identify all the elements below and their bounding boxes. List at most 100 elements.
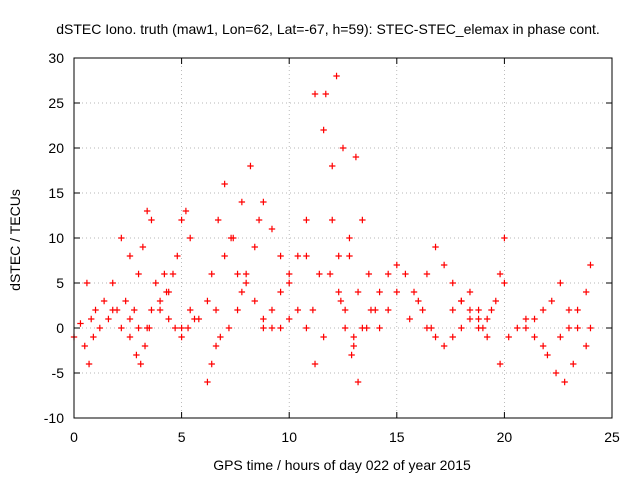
data-point: [81, 342, 88, 350]
data-point: [187, 306, 194, 314]
data-point: [126, 333, 134, 341]
data-series: [303, 90, 357, 350]
data-series: [126, 324, 153, 368]
data-point: [139, 243, 147, 251]
data-point: [178, 216, 185, 224]
data-point: [410, 288, 418, 296]
data-point: [574, 306, 581, 314]
data-point: [251, 243, 258, 251]
data-point: [260, 198, 267, 206]
data-point: [268, 324, 276, 332]
data-series: [496, 315, 547, 368]
data-point: [557, 279, 564, 287]
data-point: [440, 261, 448, 269]
plot-frame: [73, 57, 613, 419]
data-point: [238, 288, 246, 296]
data-point: [322, 90, 329, 98]
data-series: [204, 333, 224, 386]
data-point: [230, 234, 237, 242]
data-point: [496, 360, 504, 368]
data-point: [77, 320, 84, 327]
y-tick-label: -5: [52, 365, 65, 381]
data-point: [303, 216, 310, 224]
grid: [74, 58, 612, 418]
data-point: [171, 324, 179, 332]
y-tick-label: 10: [48, 230, 64, 246]
data-point: [178, 324, 185, 332]
data-point: [208, 270, 215, 278]
data-point: [152, 279, 159, 287]
data-point: [359, 324, 366, 332]
data-point: [277, 288, 284, 296]
data-point: [247, 162, 254, 170]
data-point: [492, 297, 499, 305]
data-point: [329, 162, 336, 170]
data-point: [234, 270, 241, 278]
x-tick-label: 20: [497, 429, 513, 445]
data-point: [339, 144, 347, 152]
data-point: [165, 315, 172, 323]
data-series: [277, 90, 362, 386]
data-series: [406, 243, 482, 323]
data-point: [294, 252, 302, 260]
data-point: [449, 279, 456, 287]
data-series: [143, 270, 172, 332]
data-point: [501, 234, 508, 242]
data-point: [143, 324, 151, 332]
data-point: [483, 315, 491, 323]
data-point: [133, 351, 140, 359]
data-point: [346, 234, 353, 242]
data-point: [350, 342, 357, 350]
data-point: [286, 315, 293, 323]
y-tick-label: -10: [44, 410, 64, 426]
data-point: [449, 333, 456, 341]
data-point: [475, 315, 482, 323]
data-point: [557, 333, 564, 341]
data-point: [238, 198, 246, 206]
x-tick-label: 0: [70, 429, 78, 445]
data-point: [320, 126, 327, 134]
data-point: [341, 306, 349, 314]
data-point: [587, 261, 594, 269]
data-point: [531, 333, 538, 341]
data-point: [539, 306, 547, 314]
data-point: [212, 306, 220, 314]
data-point: [143, 207, 151, 215]
data-point: [109, 279, 116, 287]
data-point: [384, 270, 392, 278]
data-point: [137, 360, 144, 368]
data-point: [174, 252, 181, 260]
x-tick-label: 10: [281, 429, 297, 445]
data-point: [432, 243, 439, 251]
data-series: [522, 279, 564, 332]
data-point: [488, 306, 495, 314]
x-tick-label: 25: [604, 429, 620, 445]
data-point: [514, 324, 521, 332]
data-point: [458, 297, 465, 305]
data-series: [544, 351, 577, 386]
data-point: [178, 333, 185, 341]
data-point: [242, 279, 250, 287]
data-point: [156, 297, 164, 305]
data-point: [582, 342, 590, 350]
data-point: [570, 360, 577, 368]
data-point: [354, 288, 362, 296]
x-tick-label: 5: [178, 429, 186, 445]
data-point: [505, 333, 512, 341]
data-series: [350, 261, 400, 341]
data-point: [141, 342, 149, 350]
data-series: [479, 234, 508, 332]
data-point: [522, 324, 530, 332]
data-point: [501, 279, 508, 287]
data-point: [539, 342, 547, 350]
data-point: [496, 270, 504, 278]
data-point: [225, 324, 233, 332]
data-point: [311, 90, 319, 98]
data-point: [384, 306, 392, 314]
data-point: [423, 270, 431, 278]
data-point: [214, 216, 222, 224]
data-point: [118, 324, 125, 332]
data-point: [352, 153, 360, 161]
data-series: [109, 279, 142, 332]
data-point: [335, 252, 342, 260]
